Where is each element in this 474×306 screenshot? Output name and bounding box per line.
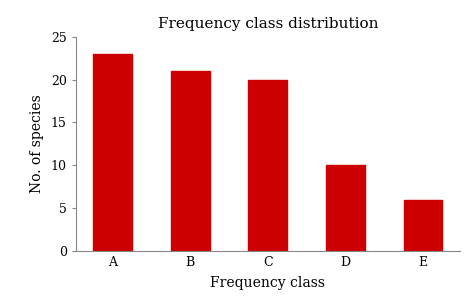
X-axis label: Frequency class: Frequency class	[210, 276, 325, 290]
Bar	[171, 71, 210, 251]
Bar	[326, 165, 365, 251]
Bar	[403, 200, 442, 251]
Title: Frequency class distribution: Frequency class distribution	[157, 17, 378, 32]
Bar	[93, 54, 132, 251]
Bar	[248, 80, 287, 251]
Y-axis label: No. of species: No. of species	[30, 95, 44, 193]
